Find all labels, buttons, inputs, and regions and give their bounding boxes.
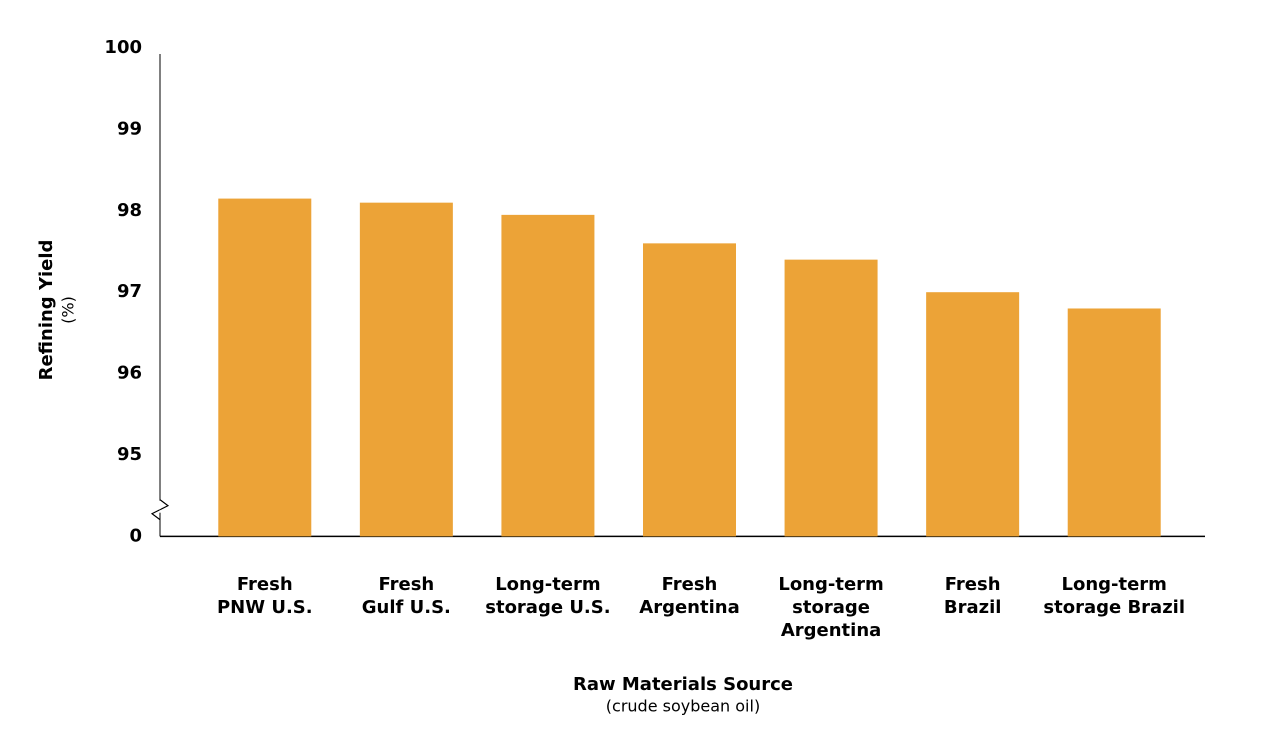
- y-tick-label: 100: [104, 37, 142, 58]
- x-tick-label: Long-term storage U.S.: [485, 574, 610, 618]
- bar: [359, 202, 453, 537]
- y-tick-label: 0: [129, 525, 142, 546]
- x-tick-label: Fresh Argentina: [639, 574, 739, 618]
- bar: [926, 292, 1020, 537]
- bar: [501, 214, 595, 537]
- y-tick-label: 97: [117, 281, 142, 302]
- bar: [218, 198, 312, 537]
- y-axis-title: Refining Yield: [36, 240, 57, 381]
- bar: [784, 259, 878, 537]
- bar: [1067, 308, 1161, 537]
- axis-break-gap: [159, 500, 161, 513]
- x-tick-label: Fresh Gulf U.S.: [362, 574, 451, 618]
- bar: [643, 243, 736, 537]
- axis-break-zigzag: [151, 499, 169, 521]
- x-tick-label: Long-term storage Brazil: [1043, 574, 1185, 618]
- y-tick-label: 98: [117, 200, 142, 221]
- y-tick-label: 96: [117, 363, 142, 384]
- y-axis-subtitle: (%): [59, 296, 78, 324]
- y-tick-label: 95: [117, 444, 142, 465]
- x-tick-label: Fresh Brazil: [944, 574, 1002, 618]
- x-axis-subtitle: (crude soybean oil): [606, 697, 760, 716]
- y-tick-label: 99: [117, 118, 142, 139]
- x-axis-title: Raw Materials Source: [573, 674, 793, 695]
- x-tick-label: Fresh PNW U.S.: [217, 574, 313, 618]
- x-tick-label: Long-term storage Argentina: [778, 574, 883, 641]
